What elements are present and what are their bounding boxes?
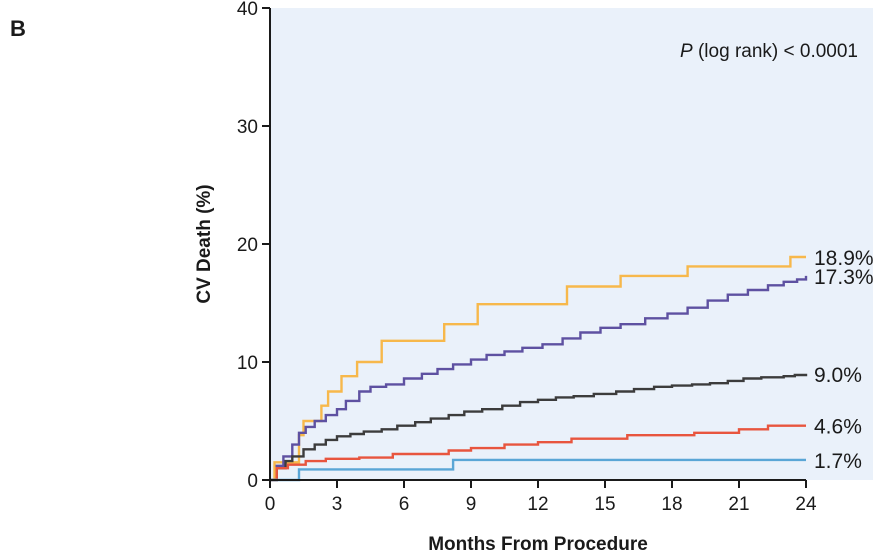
x-tick-label: 3 [332,494,343,515]
x-tick-label: 24 [795,494,817,515]
x-tick-label: 21 [728,494,749,515]
series-line-2 [270,373,808,482]
series-line-3 [270,424,806,482]
y-tick-label: 30 [237,117,258,138]
series-line-1 [270,275,808,482]
x-tick-label: 6 [399,494,410,515]
y-tick-label: 10 [237,353,258,374]
axes-layer: 0 10 20 30 40 0 3 6 9 12 15 18 21 24 [237,0,817,515]
y-tick-label: 0 [247,471,258,492]
series-end-label-1: 17.3% [814,266,874,289]
y-tick-label: 20 [237,235,258,256]
y-axis-title: CV Death (%) [194,184,215,303]
x-tick-label: 18 [661,494,682,515]
series-line-0 [270,255,806,482]
x-tick-label: 9 [466,494,477,515]
annotation-italic: P [680,41,693,62]
log-rank-annotation: P (log rank) < 0.0001 [680,41,858,62]
annotation-rest: (log rank) < 0.0001 [693,41,858,62]
series-end-label-2: 9.0% [814,364,862,387]
y-tick-label: 40 [237,0,258,20]
x-axis-title: Months From Procedure [428,534,648,555]
series-end-label-4: 1.7% [814,450,862,473]
x-tick-label: 12 [527,494,548,515]
x-tick-label: 0 [265,494,276,515]
panel-label: B [10,16,26,41]
plot-area [270,8,873,480]
series-layer: 18.9%17.3% 9.0% 4.6% 1.7% [270,247,874,482]
x-tick-label: 15 [594,494,615,515]
series-end-label-3: 4.6% [814,416,862,439]
series-end-label-0: 18.9% [814,247,874,270]
